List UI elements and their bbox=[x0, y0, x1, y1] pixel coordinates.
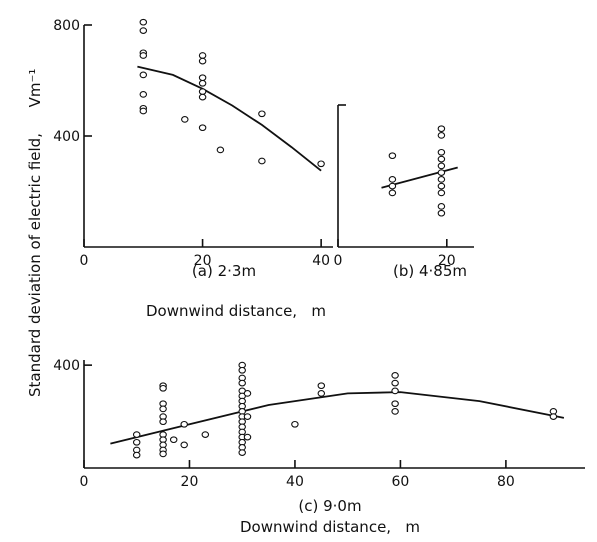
panel-a-x-tick-label: 40 bbox=[312, 253, 330, 269]
panel-b-data-point bbox=[437, 209, 446, 217]
panel-c-data-point bbox=[391, 372, 399, 379]
panel-b-data-point bbox=[437, 148, 446, 156]
panel-c-data-point bbox=[291, 420, 299, 428]
panel-c-data-point bbox=[132, 431, 141, 438]
panel-c-data-point bbox=[201, 431, 210, 438]
panel-a-data-point bbox=[258, 157, 266, 165]
panel-c-x-tick-label: 0 bbox=[80, 474, 89, 490]
panel-a-data-point bbox=[198, 124, 207, 132]
panel-a-data-point bbox=[139, 91, 148, 98]
panel-c-data-point bbox=[391, 387, 399, 395]
panel-c-data-point bbox=[238, 379, 246, 387]
panel-b-data-point bbox=[437, 125, 446, 133]
panel-c-x-tick-label: 60 bbox=[392, 474, 410, 490]
panel-c-caption: (c) 9·0m bbox=[298, 497, 361, 515]
panel-c-data-point bbox=[391, 400, 399, 408]
panel-c-data-point bbox=[243, 413, 252, 420]
panel-b-data-point bbox=[437, 203, 446, 210]
panel-a-y-tick-label: 400 bbox=[53, 129, 80, 145]
panel-c-x-axis-label: Downwind distance, m bbox=[240, 518, 420, 536]
panel-b-x-tick-label: 0 bbox=[334, 253, 343, 269]
panel-b-data-point bbox=[437, 176, 446, 183]
panel-b-caption: (b) 4·85m bbox=[393, 262, 467, 280]
panel-c-y-tick-label: 400 bbox=[53, 358, 80, 374]
panel-a-data-point bbox=[317, 160, 325, 168]
panel-b-data-point bbox=[437, 155, 446, 163]
panel-a-x-tick-label: 0 bbox=[80, 253, 89, 269]
panel-c-data-point bbox=[180, 420, 188, 428]
panel-a-data-point bbox=[198, 79, 207, 87]
panel-c-data-point bbox=[169, 436, 178, 444]
panel-c-data-point bbox=[243, 433, 252, 441]
panel-c-data-point bbox=[549, 413, 558, 420]
panel-c-x-tick-label: 20 bbox=[181, 474, 199, 490]
panel-a-data-point bbox=[139, 71, 148, 79]
panel-b-chart: 0 20 bbox=[334, 104, 474, 269]
panel-a-x-axis-label: Downwind distance, m bbox=[146, 302, 326, 320]
panel-c-data-point bbox=[159, 384, 167, 392]
panel-a-x-tick-label: 20 bbox=[194, 253, 212, 269]
panel-a-data-point bbox=[258, 110, 266, 118]
panel-c-data-point bbox=[238, 366, 246, 374]
y-axis-unit: Vm⁻¹ bbox=[26, 69, 44, 108]
panel-a-data-point bbox=[198, 93, 207, 101]
panel-c-data-point bbox=[238, 449, 246, 456]
panel-a-data-point bbox=[198, 88, 207, 95]
panel-b-data-point bbox=[437, 189, 446, 197]
panel-a-fit-line bbox=[137, 65, 322, 172]
panel-a-data-point bbox=[181, 116, 189, 123]
panel-b-data-point bbox=[437, 162, 446, 170]
panel-a-data-point bbox=[139, 27, 148, 34]
panel-c-data-point bbox=[132, 451, 141, 459]
panel-c-data-point bbox=[391, 408, 399, 415]
panel-c-fit-line bbox=[110, 391, 565, 445]
panel-c-x-tick-label: 40 bbox=[286, 474, 304, 490]
panel-b-data-point bbox=[437, 182, 446, 190]
panel-b-data-point bbox=[388, 176, 397, 183]
panel-c-data-point bbox=[159, 405, 167, 413]
y-axis-label: Standard deviation of electric field, bbox=[26, 133, 44, 397]
panel-c-data-point bbox=[132, 438, 141, 446]
panel-a-data-point bbox=[198, 52, 207, 59]
panel-a-data-point bbox=[139, 18, 148, 26]
panel-b-data-point bbox=[437, 169, 446, 176]
panel-b-x-tick-label: 20 bbox=[438, 253, 456, 269]
panel-b-data-point bbox=[437, 132, 446, 139]
panel-c-data-point bbox=[243, 390, 252, 397]
panel-a-caption: (a) 2·3m bbox=[192, 262, 256, 280]
panel-a-chart: 0 20 40 400 800 bbox=[53, 18, 333, 269]
panel-b-data-point bbox=[388, 189, 397, 197]
panel-a-y-tick-label: 800 bbox=[53, 18, 80, 34]
panel-c-data-point bbox=[317, 390, 326, 397]
panel-c-data-point bbox=[391, 379, 399, 387]
panel-c-data-point bbox=[159, 450, 167, 458]
panel-c-chart: 0 20 40 60 80 400 bbox=[53, 358, 585, 490]
panel-c-data-point bbox=[317, 382, 326, 390]
panel-a-data-point bbox=[198, 57, 207, 65]
panel-a-data-point bbox=[139, 107, 148, 115]
panel-c-x-tick-label: 80 bbox=[497, 474, 515, 490]
panel-a-data-point bbox=[198, 74, 207, 82]
panel-c-data-point bbox=[180, 441, 188, 449]
panel-b-data-point bbox=[388, 182, 397, 190]
panel-a-data-point bbox=[139, 52, 148, 59]
panel-c-data-point bbox=[159, 418, 167, 426]
panel-a-data-point bbox=[216, 146, 225, 154]
panel-b-data-point bbox=[388, 152, 397, 160]
